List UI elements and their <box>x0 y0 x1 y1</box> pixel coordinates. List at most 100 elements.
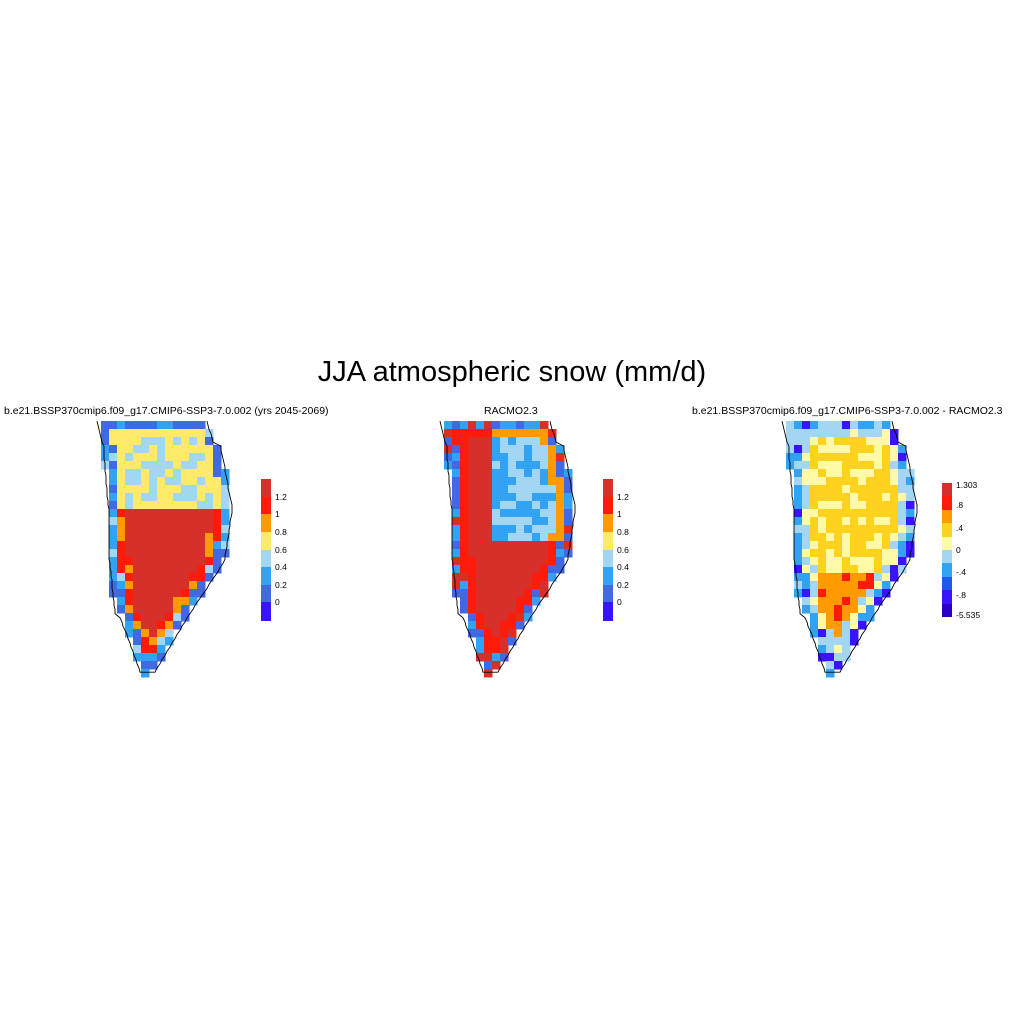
grid-cell <box>524 605 533 614</box>
grid-cell <box>818 541 827 550</box>
grid-cell <box>548 565 557 574</box>
grid-cell <box>468 421 477 430</box>
grid-cell <box>197 509 206 518</box>
grid-cell <box>842 429 851 438</box>
grid-cell <box>157 445 166 454</box>
grid-cell <box>476 517 485 526</box>
grid-cell <box>508 469 517 478</box>
grid-cell <box>213 501 222 510</box>
grid-cell <box>810 453 819 462</box>
grid-cell <box>484 509 493 518</box>
grid-cell <box>906 485 915 494</box>
colorbar-segment <box>261 496 271 515</box>
grid-cell <box>882 469 891 478</box>
grid-cell <box>444 421 453 430</box>
grid-cell <box>484 461 493 470</box>
colorbar-tick-label: .8 <box>956 500 964 511</box>
grid-cell <box>508 493 517 502</box>
grid-cell <box>834 477 843 486</box>
grid-cell <box>834 629 843 638</box>
grid-cell <box>157 477 166 486</box>
grid-cell <box>109 533 118 542</box>
grid-cell <box>149 469 158 478</box>
grid-cell <box>484 421 493 430</box>
grid-cell <box>786 421 795 430</box>
grid-cell <box>898 477 907 486</box>
grid-cell <box>460 565 469 574</box>
grid-cell <box>452 445 461 454</box>
grid-cell <box>444 453 453 462</box>
colorbar-tick-label: 1.2 <box>617 491 629 502</box>
grid-cell <box>540 469 549 478</box>
grid-cell <box>484 493 493 502</box>
grid-cell <box>173 509 182 518</box>
grid-cell <box>834 557 843 566</box>
grid-cell <box>834 549 843 558</box>
grid-cell <box>117 485 126 494</box>
grid-cell <box>548 573 557 582</box>
grid-cell <box>468 429 477 438</box>
grid-cell <box>460 429 469 438</box>
grid-cell <box>532 509 541 518</box>
grid-cell <box>181 469 190 478</box>
grid-cell <box>556 445 565 454</box>
grid-cell <box>794 445 803 454</box>
grid-cell <box>826 565 835 574</box>
grid-cell <box>850 429 859 438</box>
grid-cell <box>101 437 110 446</box>
grid-cell <box>500 501 509 510</box>
grid-cell <box>882 485 891 494</box>
grid-cell <box>149 557 158 566</box>
grid-cell <box>189 429 198 438</box>
grid-cell <box>452 565 461 574</box>
grid-cell <box>882 493 891 502</box>
map-difference-greenland <box>781 420 918 678</box>
grid-cell <box>802 509 811 518</box>
grid-cell <box>548 557 557 566</box>
grid-cell <box>858 421 867 430</box>
grid-cell <box>460 557 469 566</box>
grid-cell <box>556 469 565 478</box>
grid-cell <box>802 525 811 534</box>
grid-cell <box>476 525 485 534</box>
grid-cell <box>540 565 549 574</box>
grid-cell <box>149 637 158 646</box>
grid-cell <box>516 477 525 486</box>
grid-cell <box>540 421 549 430</box>
grid-cell <box>842 437 851 446</box>
grid-cell <box>882 557 891 566</box>
coastline <box>439 420 576 673</box>
grid-cell <box>826 437 835 446</box>
grid-cell <box>858 573 867 582</box>
grid-cell <box>850 461 859 470</box>
grid-cell <box>556 541 565 550</box>
grid-cell <box>500 493 509 502</box>
grid-cell <box>468 597 477 606</box>
grid-cell <box>802 469 811 478</box>
grid-cell <box>205 509 214 518</box>
grid-cell <box>532 589 541 598</box>
grid-cell <box>842 525 851 534</box>
grid-cell <box>189 549 198 558</box>
grid-cell <box>866 573 875 582</box>
grid-cell <box>898 557 907 566</box>
grid-cell <box>181 461 190 470</box>
grid-cell <box>890 469 899 478</box>
grid-cell <box>149 653 158 662</box>
grid-cell <box>850 629 859 638</box>
grid-cell <box>141 429 150 438</box>
grid-cell <box>149 477 158 486</box>
grid-cell <box>109 501 118 510</box>
grid-cell <box>818 485 827 494</box>
grid-cell <box>141 597 150 606</box>
grid-cell <box>189 453 198 462</box>
grid-cell <box>524 565 533 574</box>
grid-cell <box>842 541 851 550</box>
grid-cell <box>173 533 182 542</box>
grid-cell <box>157 437 166 446</box>
grid-cell <box>858 445 867 454</box>
grid-cell <box>516 549 525 558</box>
grid-cell <box>484 517 493 526</box>
grid-cell <box>794 501 803 510</box>
grid-cell <box>540 493 549 502</box>
